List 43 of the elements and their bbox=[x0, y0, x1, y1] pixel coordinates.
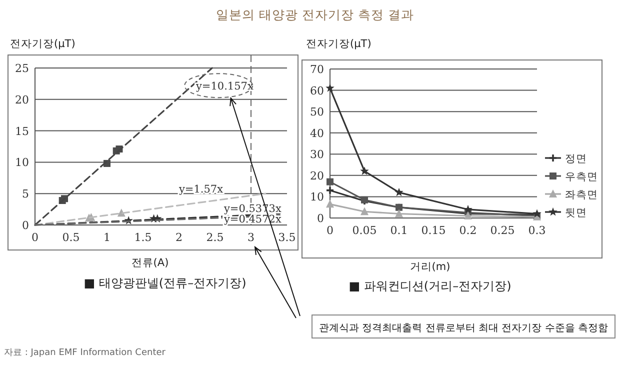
x-tick-label: 0.2 bbox=[459, 224, 477, 237]
legend-label: 뒷면 bbox=[565, 207, 587, 219]
x-tick-label: 0.3 bbox=[528, 224, 546, 237]
x-tick-label: 1.5 bbox=[134, 231, 152, 244]
y-tick-label: 50 bbox=[310, 106, 324, 119]
y-axis-title: 전자기장(μT) bbox=[10, 38, 76, 50]
x-tick-label: 0 bbox=[326, 224, 334, 237]
x-tick-label: 0.5 bbox=[62, 231, 80, 244]
x-tick-label: 3.5 bbox=[278, 231, 296, 244]
legend-label: 우측면 bbox=[565, 171, 598, 183]
x-tick-label: 3 bbox=[248, 231, 254, 244]
x-tick-label: 2 bbox=[176, 231, 182, 244]
text: ■ 파워컨디션(거리–전자기장) bbox=[348, 279, 512, 293]
x-tick-label: 0.25 bbox=[490, 224, 515, 237]
y-tick-label: 20 bbox=[15, 93, 29, 106]
y-tick-label: 15 bbox=[15, 124, 29, 138]
text: 자료 : Japan EMF Information Center bbox=[4, 348, 166, 358]
x-tick-label: 0.1 bbox=[390, 224, 408, 237]
y-tick-label: 60 bbox=[310, 84, 324, 98]
x-tick-label: 0.15 bbox=[421, 224, 446, 237]
annotation: y=1.57x bbox=[178, 183, 224, 196]
y-tick-label: 70 bbox=[310, 63, 324, 76]
y-tick-label: 20 bbox=[310, 169, 324, 182]
x-axis-title: 전류(A) bbox=[131, 257, 169, 269]
x-axis-title: 거리(m) bbox=[410, 261, 450, 273]
text: ■ 태양광판넬(전류–전자기장) bbox=[84, 276, 246, 290]
y-tick-label: 5 bbox=[22, 188, 29, 201]
y-tick-label: 10 bbox=[310, 190, 324, 204]
y-tick-label: 25 bbox=[15, 62, 29, 75]
x-tick-label: 2.5 bbox=[206, 231, 224, 244]
y-axis-title: 전자기장(μT) bbox=[306, 38, 372, 50]
y-tick-label: 0 bbox=[317, 212, 324, 225]
text: 관계식과 정격최대출력 전류로부터 최대 전자기장 수준을 측정함 bbox=[318, 323, 608, 334]
text: 일본의 태양광 전자기장 측정 결과 bbox=[216, 7, 414, 22]
annotation: y=10.157x bbox=[195, 80, 254, 93]
y-tick-label: 10 bbox=[15, 156, 29, 170]
x-tick-label: 0 bbox=[32, 231, 38, 244]
y-tick-label: 30 bbox=[310, 148, 324, 162]
y-tick-label: 40 bbox=[310, 126, 324, 140]
x-tick-label: 0.05 bbox=[352, 224, 377, 237]
legend-label: 좌측면 bbox=[565, 189, 598, 201]
x-tick-label: 1 bbox=[104, 231, 110, 244]
legend-label: 정면 bbox=[565, 153, 587, 165]
